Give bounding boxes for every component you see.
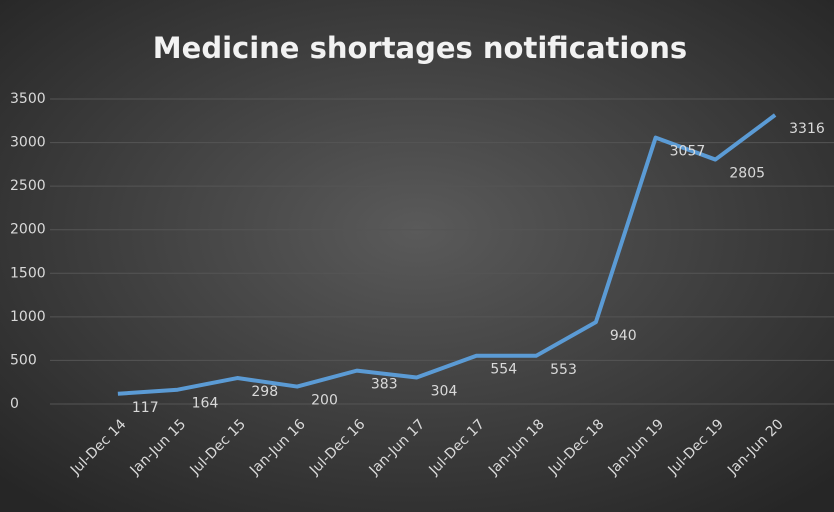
chart-title: Medicine shortages notifications xyxy=(153,31,687,65)
data-label: 383 xyxy=(371,377,398,393)
data-label: 940 xyxy=(610,328,637,344)
data-label: 554 xyxy=(490,362,517,378)
y-tick-label: 1000 xyxy=(10,309,46,325)
data-label: 2805 xyxy=(729,166,765,182)
data-label: 3316 xyxy=(789,121,825,137)
y-tick-label: 2500 xyxy=(10,178,46,194)
line xyxy=(117,113,777,396)
y-tick-label: 1500 xyxy=(10,265,46,281)
data-label: 117 xyxy=(132,400,159,416)
y-tick-label: 0 xyxy=(10,396,19,412)
data-label: 553 xyxy=(550,362,577,378)
data-label: 304 xyxy=(431,384,458,400)
data-label: 3057 xyxy=(670,144,706,160)
y-tick-label: 2000 xyxy=(10,222,46,238)
y-tick-label: 3000 xyxy=(10,135,46,151)
data-label: 298 xyxy=(251,384,278,400)
y-tick-label: 500 xyxy=(10,352,37,368)
data-label: 200 xyxy=(311,393,338,409)
y-tick-label: 3500 xyxy=(10,91,46,107)
data-label: 164 xyxy=(192,396,219,412)
